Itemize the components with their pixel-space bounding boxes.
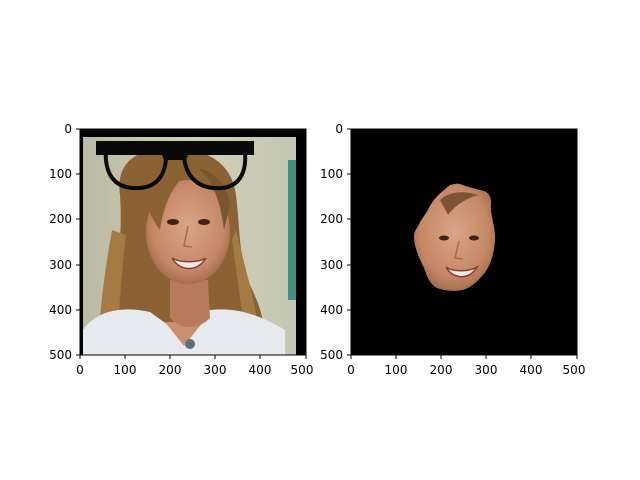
right-y-axis [347, 128, 351, 356]
right-x-axis [350, 355, 578, 359]
left-axes-frame [79, 128, 307, 356]
left-y-tick-label: 300 [49, 258, 72, 272]
left-y-axis [76, 128, 80, 356]
right-x-tick-label: 500 [563, 363, 586, 377]
right-y-tick-label: 400 [320, 303, 343, 317]
left-y-tick-label: 500 [49, 348, 72, 362]
right-x-tick-label: 0 [347, 363, 355, 377]
right-y-tick-label: 0 [335, 122, 343, 136]
right-y-tick-label: 200 [320, 212, 343, 226]
right-x-tick-label: 300 [475, 363, 498, 377]
left-x-tick-label: 0 [76, 363, 84, 377]
left-x-tick-label: 500 [291, 363, 314, 377]
right-y-tick-label: 100 [320, 167, 343, 181]
right-x-tick-label: 200 [430, 363, 453, 377]
right-y-tick-label: 300 [320, 258, 343, 272]
left-y-tick-label: 100 [49, 167, 72, 181]
left-y-tick-label: 400 [49, 303, 72, 317]
left-face [146, 180, 230, 284]
segmented-face [414, 183, 496, 291]
left-y-tick-label: 200 [49, 212, 72, 226]
left-y-tick-label: 0 [64, 122, 72, 136]
left-x-axis [79, 355, 307, 359]
left-x-tick-label: 300 [204, 363, 227, 377]
right-image [351, 129, 577, 355]
left-x-tick-label: 200 [159, 363, 182, 377]
right-axes-frame [350, 128, 578, 356]
right-y-tick-label: 500 [320, 348, 343, 362]
right-x-tick-label: 400 [520, 363, 543, 377]
left-x-tick-label: 100 [114, 363, 137, 377]
glasses-overlay [96, 141, 254, 191]
left-image [80, 129, 306, 355]
right-x-tick-label: 100 [385, 363, 408, 377]
left-x-tick-label: 400 [249, 363, 272, 377]
